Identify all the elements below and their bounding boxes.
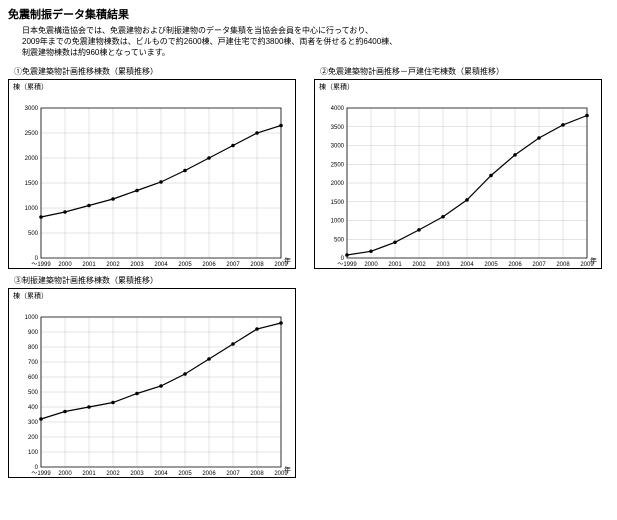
svg-text:2000: 2000 (331, 181, 345, 187)
svg-text:2005: 2005 (484, 262, 498, 268)
chart-1-frame: 棟（累積） 050010001500200025003000～199920002… (8, 79, 296, 269)
svg-text:～1999: ～1999 (31, 262, 51, 268)
svg-text:100: 100 (28, 450, 39, 456)
chart-1-ylabel: 棟（累積） (13, 82, 295, 92)
chart-1-title: ①免震建築物計画推移棟数（累積推移） (14, 66, 298, 77)
svg-text:3000: 3000 (331, 144, 345, 150)
svg-text:2007: 2007 (226, 471, 240, 477)
svg-text:2500: 2500 (25, 131, 39, 137)
svg-text:2007: 2007 (226, 262, 240, 268)
intro-line: 日本免震構造協会では、免震建物および制振建物のデータ集積を当協会会員を中心に行っ… (22, 26, 373, 35)
svg-text:800: 800 (28, 345, 39, 351)
chart-3-frame: 棟（累積） 01002003004005006007008009001000～1… (8, 288, 296, 478)
svg-text:2004: 2004 (154, 262, 168, 268)
svg-text:3500: 3500 (331, 125, 345, 131)
svg-text:500: 500 (334, 238, 345, 244)
chart-2-container: ②免震建築物計画推移－戸建住宅棟数（累積推移） 棟（累積） 0500100015… (314, 66, 604, 269)
page-title: 免震制振データ集積結果 (8, 6, 609, 22)
svg-text:2006: 2006 (202, 471, 216, 477)
svg-text:2500: 2500 (331, 163, 345, 169)
chart-2-xlabel: 年 (590, 256, 597, 266)
svg-text:～1999: ～1999 (337, 262, 357, 268)
svg-text:600: 600 (28, 375, 39, 381)
chart-1-xlabel: 年 (284, 256, 291, 266)
intro-text: 日本免震構造協会では、免震建物および制振建物のデータ集積を当協会会員を中心に行っ… (22, 26, 609, 58)
svg-text:500: 500 (28, 390, 39, 396)
svg-text:2003: 2003 (130, 262, 144, 268)
svg-text:2008: 2008 (556, 262, 570, 268)
svg-text:2006: 2006 (202, 262, 216, 268)
svg-text:1500: 1500 (25, 181, 39, 187)
svg-text:2001: 2001 (388, 262, 402, 268)
svg-text:1000: 1000 (25, 315, 39, 321)
chart-1-container: ①免震建築物計画推移棟数（累積推移） 棟（累積） 050010001500200… (8, 66, 298, 269)
svg-text:4000: 4000 (331, 106, 345, 112)
chart-1-svg: 050010001500200025003000～199920002001200… (9, 92, 297, 280)
svg-text:2002: 2002 (106, 471, 120, 477)
svg-text:400: 400 (28, 405, 39, 411)
svg-text:3000: 3000 (25, 106, 39, 112)
chart-2-svg: 05001000150020002500300035004000～1999200… (315, 92, 603, 280)
svg-text:2008: 2008 (250, 471, 264, 477)
svg-text:300: 300 (28, 420, 39, 426)
svg-text:1500: 1500 (331, 200, 345, 206)
svg-text:～1999: ～1999 (31, 471, 51, 477)
svg-text:2005: 2005 (178, 471, 192, 477)
svg-text:2001: 2001 (82, 262, 96, 268)
svg-text:2000: 2000 (58, 262, 72, 268)
svg-text:2005: 2005 (178, 262, 192, 268)
svg-text:2006: 2006 (508, 262, 522, 268)
svg-text:2002: 2002 (106, 262, 120, 268)
svg-text:2000: 2000 (58, 471, 72, 477)
svg-text:900: 900 (28, 330, 39, 336)
svg-text:2003: 2003 (436, 262, 450, 268)
intro-line: 制震建物棟数は約960棟となっています。 (22, 48, 170, 57)
chart-2-ylabel: 棟（累積） (319, 82, 601, 92)
svg-text:200: 200 (28, 435, 39, 441)
svg-text:2008: 2008 (250, 262, 264, 268)
svg-text:1000: 1000 (25, 206, 39, 212)
chart-3-xlabel: 年 (284, 465, 291, 475)
svg-text:500: 500 (28, 231, 39, 237)
svg-text:2000: 2000 (364, 262, 378, 268)
chart-3-svg: 01002003004005006007008009001000～1999200… (9, 301, 297, 489)
chart-2-title: ②免震建築物計画推移－戸建住宅棟数（累積推移） (320, 66, 604, 77)
chart-2-frame: 棟（累積） 05001000150020002500300035004000～1… (314, 79, 602, 269)
svg-text:700: 700 (28, 360, 39, 366)
chart-3-container: ③制振建築物計画推移棟数（累積推移） 棟（累積） 010020030040050… (8, 275, 298, 478)
svg-text:1000: 1000 (331, 219, 345, 225)
svg-text:2001: 2001 (82, 471, 96, 477)
svg-text:2003: 2003 (130, 471, 144, 477)
svg-text:2000: 2000 (25, 156, 39, 162)
chart-3-ylabel: 棟（累積） (13, 291, 295, 301)
svg-text:2004: 2004 (154, 471, 168, 477)
svg-text:2004: 2004 (460, 262, 474, 268)
svg-text:2007: 2007 (532, 262, 546, 268)
intro-line: 2009年までの免震建物棟数は、ビルもので約2600棟、戸建住宅で約3800棟、… (22, 37, 397, 46)
svg-text:2002: 2002 (412, 262, 426, 268)
